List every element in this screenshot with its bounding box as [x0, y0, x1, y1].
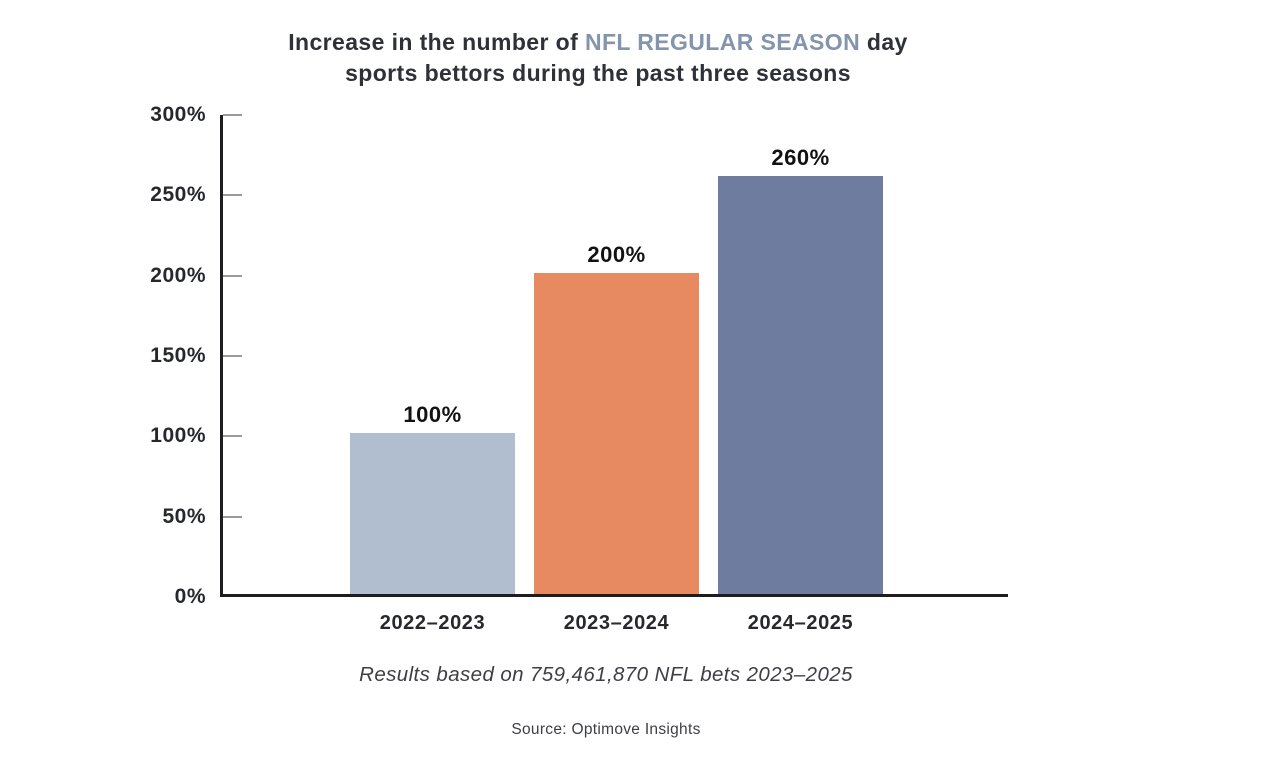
- y-axis-tick-label: 200%: [150, 263, 206, 287]
- results-caption: Results based on 759,461,870 NFL bets 20…: [359, 663, 853, 686]
- bar-value-label: 200%: [587, 241, 646, 267]
- y-axis-tick-mark: [223, 355, 242, 357]
- y-axis-tick-label: 0%: [174, 585, 206, 608]
- chart-title-pre: Increase in the number of: [288, 29, 579, 55]
- chart-title-line2: sports bettors during the past three sea…: [345, 60, 851, 86]
- y-axis-tick-label: 50%: [162, 504, 206, 528]
- y-axis-tick-label: 100%: [150, 424, 206, 448]
- bar-value-label: 100%: [403, 402, 462, 428]
- y-axis-tick-mark: [223, 114, 242, 116]
- chart-title-accent: NFL REGULAR SEASON: [584, 29, 861, 55]
- chart-title: Increase in the number of NFL REGULAR SE…: [0, 27, 1196, 89]
- y-axis-tick-mark: [223, 435, 242, 438]
- y-axis-tick-label: 300%: [150, 103, 206, 126]
- y-axis-tick-mark: [223, 515, 242, 518]
- chart-title-post: day: [866, 29, 908, 55]
- y-axis-tick-label: 150%: [150, 344, 206, 367]
- source-attribution: Source: Optimove Insights: [511, 721, 701, 738]
- x-axis-category-label: 2024–2025: [747, 612, 854, 634]
- plot-area: 0% 50% 100% 150% 200% 250% 300% 100% 2022–2023 20…: [150, 103, 1008, 634]
- bar-value-label: 260%: [771, 145, 830, 171]
- y-axis-tick-mark: [223, 274, 242, 277]
- bar-season-1: [350, 433, 515, 594]
- y-axis-tick-mark: [223, 194, 242, 197]
- bar-season-2: [534, 272, 699, 594]
- bar-season-3: [718, 176, 883, 594]
- x-axis-category-label: 2023–2024: [563, 612, 670, 634]
- y-axis-tick-label: 250%: [150, 183, 206, 207]
- x-axis-category-label: 2022–2023: [379, 612, 486, 634]
